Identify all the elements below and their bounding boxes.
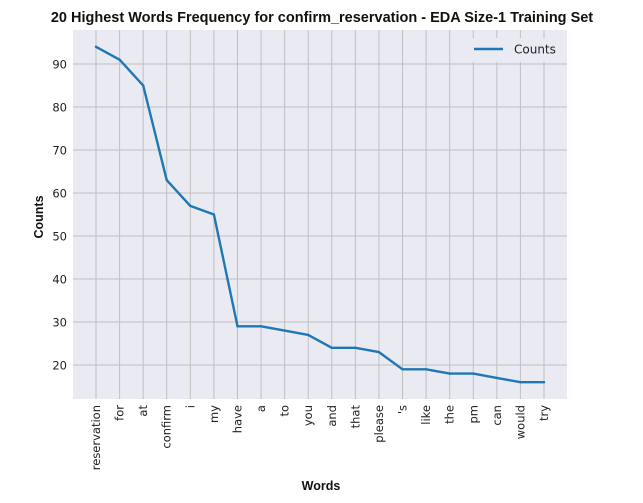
data-point (472, 372, 475, 375)
y-tick-label: 40 (52, 273, 67, 287)
x-tick-label: for (113, 405, 127, 421)
x-tick-label: to (278, 405, 292, 417)
x-tick-label: my (207, 405, 221, 423)
data-point (377, 350, 381, 354)
series-group (94, 45, 546, 384)
x-tick-label: the (443, 405, 457, 424)
data-point (401, 368, 404, 371)
x-tick-label: would (513, 405, 527, 439)
legend: Counts (466, 38, 560, 62)
y-axis-label: Counts (32, 195, 46, 238)
data-point (354, 346, 357, 350)
y-tick-label: 80 (52, 100, 67, 114)
data-point (212, 213, 216, 216)
y-axis-ticks: 20 30 40 50 60 70 80 90 (52, 57, 67, 372)
data-point (118, 58, 121, 61)
data-point (424, 368, 428, 371)
data-point (259, 325, 263, 328)
data-point (236, 325, 239, 328)
x-tick-label: like (419, 405, 433, 425)
x-axis-ticks: reservation for at confirm i my have a to you and t… (89, 405, 551, 471)
data-point (448, 372, 451, 375)
data-point (141, 84, 145, 87)
y-tick-label: 70 (52, 143, 67, 157)
data-point (165, 178, 168, 182)
y-tick-label: 30 (52, 316, 67, 330)
y-tick-label: 90 (52, 57, 67, 71)
x-tick-label: 's (396, 405, 410, 414)
y-tick-label: 50 (52, 230, 67, 244)
data-point (307, 333, 310, 337)
x-axis-label: Words (302, 479, 341, 493)
x-tick-label: and (325, 405, 339, 427)
x-grid (95, 30, 545, 399)
data-point (283, 329, 286, 332)
x-tick-label: a (254, 405, 268, 412)
x-tick-label: confirm (160, 405, 174, 449)
x-tick-label: at (136, 405, 150, 417)
x-tick-label: have (230, 405, 244, 433)
data-point (189, 204, 192, 208)
x-tick-label: pm (466, 405, 480, 424)
data-point (94, 45, 98, 48)
data-point (495, 376, 499, 380)
x-tick-label: i (183, 405, 197, 408)
y-tick-label: 60 (52, 186, 67, 200)
data-point (519, 381, 522, 384)
x-tick-label: that (348, 405, 362, 429)
series-line-counts (94, 45, 546, 384)
chart-title: 20 Highest Words Frequency for confirm_r… (51, 10, 593, 26)
x-tick-label: can (490, 405, 504, 426)
plot-area (73, 30, 567, 399)
data-point (542, 381, 546, 384)
x-tick-label: reservation (89, 405, 103, 470)
legend-label: Counts (514, 43, 556, 57)
x-tick-label: you (301, 405, 315, 426)
data-point (330, 346, 333, 350)
x-tick-label: please (372, 405, 386, 443)
y-grid (73, 63, 567, 366)
x-tick-label: try (537, 405, 551, 421)
y-tick-label: 20 (52, 359, 67, 373)
